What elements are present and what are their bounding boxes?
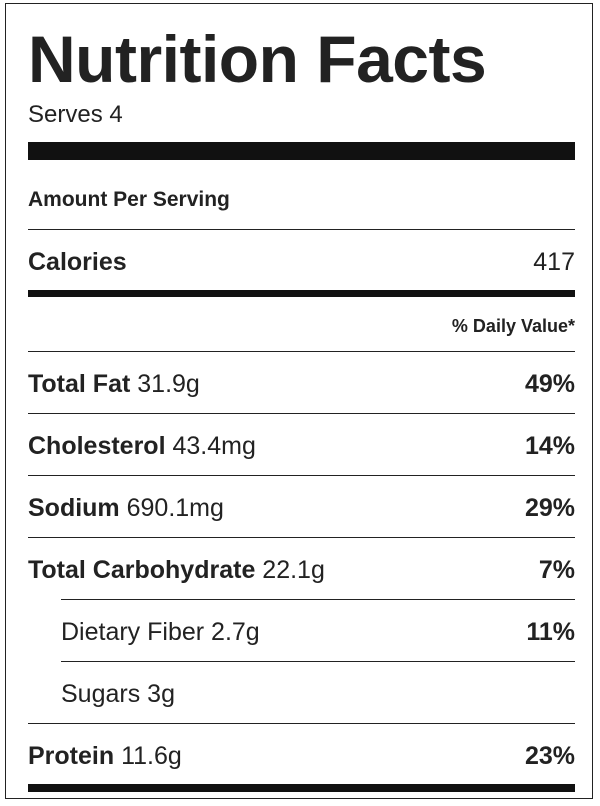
amount-per-serving-heading: Amount Per Serving (28, 188, 230, 211)
nutrient-daily-value: 23% (524, 742, 575, 770)
heavy-divider-bottom (28, 784, 575, 792)
divider (28, 351, 575, 352)
label-title: Nutrition Facts (28, 22, 487, 96)
nutrient-daily-value: 49% (524, 370, 575, 398)
nutrient-name: Total Fat (28, 370, 131, 398)
divider (28, 475, 575, 476)
thick-divider (28, 142, 575, 160)
nutrient-daily-value: 11% (526, 618, 575, 646)
nutrient-row-protein: Protein 11.6g 23% (28, 741, 575, 771)
nutrient-name: Cholesterol (28, 432, 166, 460)
nutrient-amount: 43.4mg (172, 432, 256, 460)
nutrient-row-dietary-fiber: Dietary Fiber 2.7g 11% (61, 617, 575, 647)
nutrient-amount: 3g (147, 680, 175, 708)
calories-value: 417 (533, 248, 575, 276)
nutrient-amount: 11.6g (121, 742, 182, 770)
nutrient-name: Dietary Fiber (61, 618, 205, 646)
heavy-divider (28, 290, 575, 297)
nutrient-row-sodium: Sodium 690.1mg 29% (28, 493, 575, 523)
nutrient-row-sugars: Sugars 3g (61, 679, 575, 709)
calories-row: Calories 417 (28, 247, 575, 277)
nutrient-amount: 690.1mg (126, 494, 224, 522)
nutrient-name: Sugars (61, 680, 141, 708)
nutrient-amount: 22.1g (262, 556, 325, 584)
nutrient-name: Protein (28, 742, 115, 770)
servings-text: Serves 4 (28, 101, 123, 128)
nutrient-amount: 31.9g (137, 370, 200, 398)
nutrient-name: Sodium (28, 494, 120, 522)
divider (28, 413, 575, 414)
indented-divider (61, 599, 575, 600)
divider (28, 229, 575, 230)
calories-label: Calories (28, 248, 127, 276)
nutrient-row-total-carbohydrate: Total Carbohydrate 22.1g 7% (28, 555, 575, 585)
nutrient-name: Total Carbohydrate (28, 556, 256, 584)
indented-divider (61, 661, 575, 662)
divider (28, 537, 575, 538)
nutrient-row-cholesterol: Cholesterol 43.4mg 14% (28, 431, 575, 461)
divider (28, 723, 575, 724)
nutrient-daily-value: 29% (524, 494, 575, 522)
nutrient-daily-value: 7% (538, 556, 575, 584)
nutrient-row-total-fat: Total Fat 31.9g 49% (28, 369, 575, 399)
nutrient-daily-value: 14% (524, 432, 575, 460)
nutrient-amount: 2.7g (211, 618, 260, 646)
daily-value-header: % Daily Value* (451, 316, 575, 336)
nutrition-label: Nutrition Facts Serves 4 Amount Per Serv… (5, 3, 593, 799)
